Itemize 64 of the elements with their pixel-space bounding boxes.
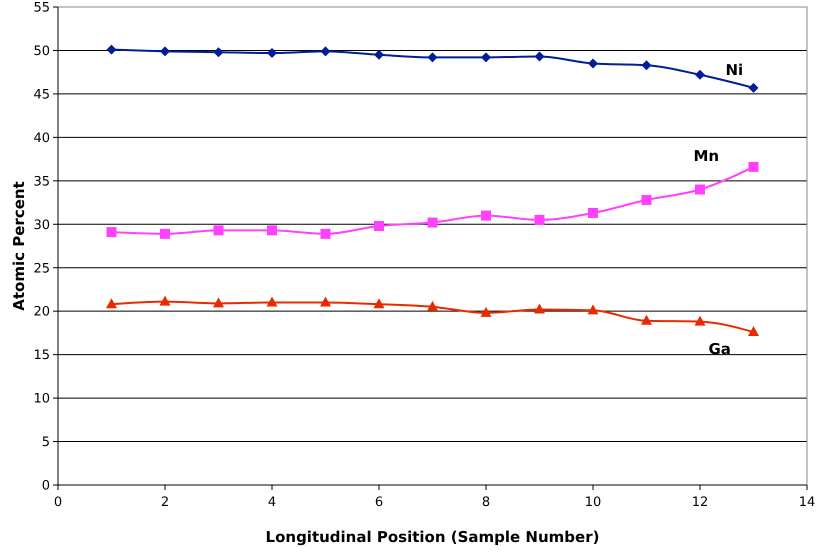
y-tick-label: 0 xyxy=(42,478,50,494)
x-tick-label: 12 xyxy=(692,495,708,510)
point xyxy=(480,306,492,317)
point xyxy=(481,210,491,221)
y-tick-label: 50 xyxy=(33,44,50,60)
y-tick-label: 5 xyxy=(42,435,50,450)
point xyxy=(374,50,384,60)
y-tick-label: 30 xyxy=(33,218,50,233)
x-tick-label: 2 xyxy=(160,495,170,510)
point xyxy=(588,58,598,68)
y-tick-label: 10 xyxy=(33,392,50,407)
x-tick-label: 4 xyxy=(268,495,276,510)
point xyxy=(266,296,278,306)
point xyxy=(267,225,277,236)
point xyxy=(267,48,277,58)
y-tick-label: 45 xyxy=(33,87,50,102)
point xyxy=(214,47,224,58)
series-label: Ga xyxy=(708,340,731,358)
point xyxy=(534,214,544,225)
point xyxy=(106,298,117,308)
point xyxy=(213,297,224,308)
point xyxy=(642,194,652,205)
point xyxy=(641,314,652,325)
point xyxy=(694,316,706,326)
x-tick-label: 0 xyxy=(54,495,62,510)
point xyxy=(642,60,652,70)
y-tick-label: 35 xyxy=(33,174,50,190)
y-tick-label: 40 xyxy=(33,130,50,146)
point xyxy=(695,70,705,80)
point xyxy=(160,46,170,56)
x-tick-label: 14 xyxy=(798,495,816,510)
point xyxy=(320,296,331,306)
x-tick-label: 10 xyxy=(584,495,602,510)
point xyxy=(748,82,758,93)
point xyxy=(534,303,545,314)
point xyxy=(160,296,170,306)
x-axis-title: Longitudinal Position (Sample Number) xyxy=(266,528,600,546)
point xyxy=(214,225,224,236)
point xyxy=(748,326,759,336)
point xyxy=(427,300,438,311)
point xyxy=(106,227,116,238)
point xyxy=(481,52,491,62)
point xyxy=(428,218,438,228)
point xyxy=(588,304,598,314)
point xyxy=(374,298,384,308)
y-tick-label: 55 xyxy=(33,0,50,16)
series-label: Mn xyxy=(694,146,720,165)
x-tick-label: 6 xyxy=(374,495,384,510)
point xyxy=(374,221,384,232)
y-tick-label: 20 xyxy=(33,304,50,320)
point xyxy=(160,228,170,239)
point xyxy=(748,162,758,172)
y-tick-label: 15 xyxy=(33,348,50,364)
point xyxy=(588,208,598,218)
point xyxy=(695,184,705,195)
y-axis-title: Atomic Percent xyxy=(10,181,28,311)
point xyxy=(534,52,544,62)
x-tick-label: 8 xyxy=(482,495,490,510)
point xyxy=(320,228,330,239)
point xyxy=(320,46,330,56)
series-label: Ni xyxy=(726,60,744,79)
y-tick-label: 25 xyxy=(33,261,50,276)
point xyxy=(106,44,116,55)
point xyxy=(428,52,438,62)
